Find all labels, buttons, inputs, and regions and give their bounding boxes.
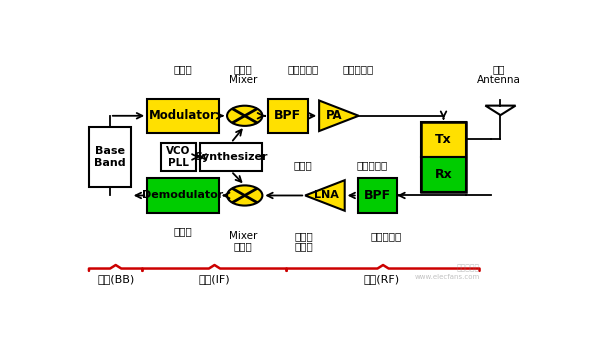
Text: Antenna: Antenna (477, 75, 521, 85)
Text: 解調器: 解調器 (173, 226, 192, 236)
Text: 电子发烧友: 电子发烧友 (457, 263, 479, 272)
Text: 混頻器: 混頻器 (234, 241, 253, 252)
Text: 傳送接收器: 傳送接收器 (356, 160, 387, 170)
Text: BPF: BPF (364, 189, 391, 202)
Text: 帶通濃波器: 帶通濃波器 (371, 231, 402, 241)
Text: 混頻器: 混頻器 (234, 64, 253, 74)
Text: 天線: 天線 (493, 64, 505, 74)
Bar (200, 143, 262, 171)
Bar (147, 99, 219, 133)
Bar (268, 99, 308, 133)
Text: PA: PA (326, 109, 343, 122)
Text: VCO
PLL: VCO PLL (166, 146, 191, 168)
Text: 基頻(BB): 基頻(BB) (97, 274, 134, 284)
Text: Base
Band: Base Band (94, 146, 125, 168)
Polygon shape (319, 100, 359, 131)
Polygon shape (305, 180, 344, 211)
Polygon shape (485, 106, 515, 115)
Text: Rx: Rx (434, 168, 452, 181)
Bar (421, 122, 466, 157)
Text: 射頻(RF): 射頻(RF) (364, 274, 400, 284)
Bar (358, 178, 397, 213)
Bar (421, 157, 466, 192)
Text: Modulator: Modulator (149, 109, 217, 122)
Circle shape (227, 106, 262, 126)
Text: 放大器: 放大器 (295, 241, 314, 252)
Text: Mixer: Mixer (229, 75, 257, 85)
Text: Mixer: Mixer (229, 231, 257, 241)
Text: 合成器: 合成器 (293, 160, 312, 170)
Text: 調變器: 調變器 (173, 64, 192, 74)
Bar (147, 178, 219, 213)
Bar (161, 143, 196, 171)
Bar (421, 122, 466, 192)
Bar (89, 127, 131, 187)
Text: www.elecfans.com: www.elecfans.com (415, 274, 479, 279)
Text: Tx: Tx (435, 133, 452, 146)
Text: LNA: LNA (314, 190, 340, 200)
Text: 帶通濃波器: 帶通濃波器 (287, 64, 319, 74)
Text: Demodulator: Demodulator (142, 190, 224, 200)
Text: Synthesizer: Synthesizer (194, 152, 268, 162)
Text: BPF: BPF (274, 109, 301, 122)
Circle shape (227, 185, 262, 206)
Text: 中頻(IF): 中頻(IF) (199, 274, 230, 284)
Text: 低雜訊: 低雜訊 (295, 231, 314, 241)
Text: 功率放大器: 功率放大器 (342, 64, 373, 74)
